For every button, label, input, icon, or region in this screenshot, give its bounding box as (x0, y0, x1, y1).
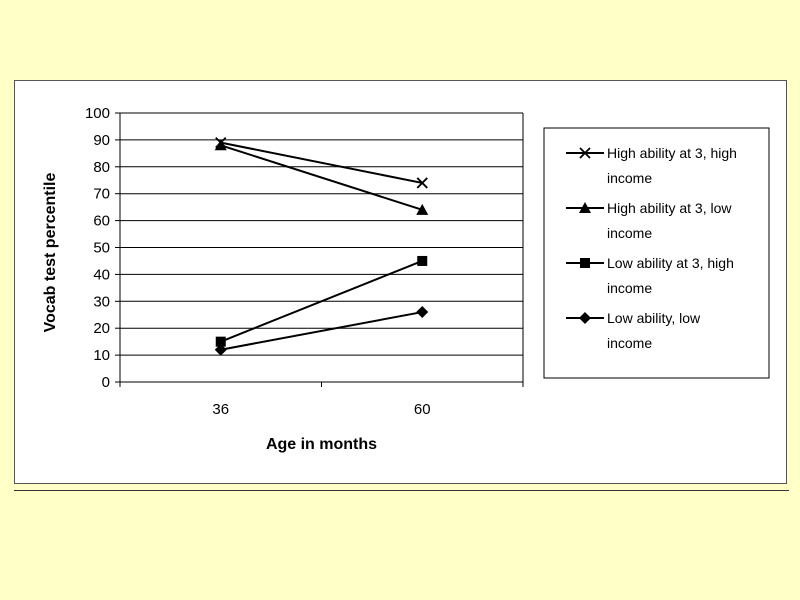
marker-stroke (579, 147, 591, 159)
legend-label: Low ability at 3, high (607, 255, 734, 271)
data-point (417, 255, 428, 266)
y-tick-label: 0 (102, 374, 110, 391)
y-tick-label: 80 (93, 159, 110, 176)
series-line (220, 311, 423, 351)
series-lines (214, 136, 429, 356)
y-tick-label: 20 (93, 320, 110, 337)
legend-label: Low ability, low (607, 310, 701, 326)
y-tick-label: 40 (93, 266, 110, 283)
legend-entry-2: High ability at 3, low income (566, 200, 732, 241)
series-line (220, 260, 423, 343)
legend-marker (580, 258, 590, 268)
series-line (220, 144, 423, 211)
chart-panel: 0 10 20 30 40 50 60 70 80 90 100 36 60 Age in months… (14, 80, 787, 484)
x-tick-label: 60 (414, 401, 431, 418)
y-tick-label: 30 (93, 293, 110, 310)
x-tick-label: 36 (212, 401, 229, 418)
y-tick-label: 70 (93, 186, 110, 203)
legend-marker (579, 312, 591, 324)
tick-labels: 0 10 20 30 40 50 60 70 80 90 100 36 60 (85, 105, 431, 418)
y-axis-title: Vocab test percentile (42, 173, 59, 333)
y-tick-label: 100 (85, 105, 110, 122)
legend-marker (579, 202, 591, 213)
legend-marker (579, 147, 591, 159)
gridlines (120, 112, 523, 383)
legend-entry-3: Low ability at 3, high income (566, 255, 734, 296)
divider-line (14, 490, 789, 491)
y-tick-label: 60 (93, 213, 110, 230)
y-tick-label: 90 (93, 132, 110, 149)
line-chart: 0 10 20 30 40 50 60 70 80 90 100 36 60 Age in months… (42, 105, 770, 453)
legend-label: High ability at 3, high (607, 145, 737, 161)
legend-label: income (607, 280, 652, 296)
axes (115, 112, 524, 387)
series-1 (215, 136, 428, 189)
y-tick-label: 50 (93, 240, 110, 257)
legend-entry-1: High ability at 3, high income (566, 145, 737, 186)
legend-label: income (607, 335, 652, 351)
legend-box (543, 127, 770, 379)
x-axis-title: Age in months (266, 436, 377, 453)
legend-label: income (607, 170, 652, 186)
data-point (416, 203, 429, 215)
series-line (220, 141, 423, 184)
data-point (214, 139, 227, 151)
legend-entry-4: Low ability, low income (566, 310, 701, 351)
data-point (416, 177, 428, 189)
data-point (416, 306, 429, 319)
series-3 (215, 255, 428, 347)
series-2 (214, 139, 429, 215)
data-point (215, 336, 226, 347)
series-4 (214, 306, 429, 356)
legend-label: income (607, 225, 652, 241)
legend-label: High ability at 3, low (607, 200, 732, 216)
data-point (214, 343, 227, 356)
marker-stroke (416, 177, 428, 189)
y-tick-label: 10 (93, 347, 110, 364)
